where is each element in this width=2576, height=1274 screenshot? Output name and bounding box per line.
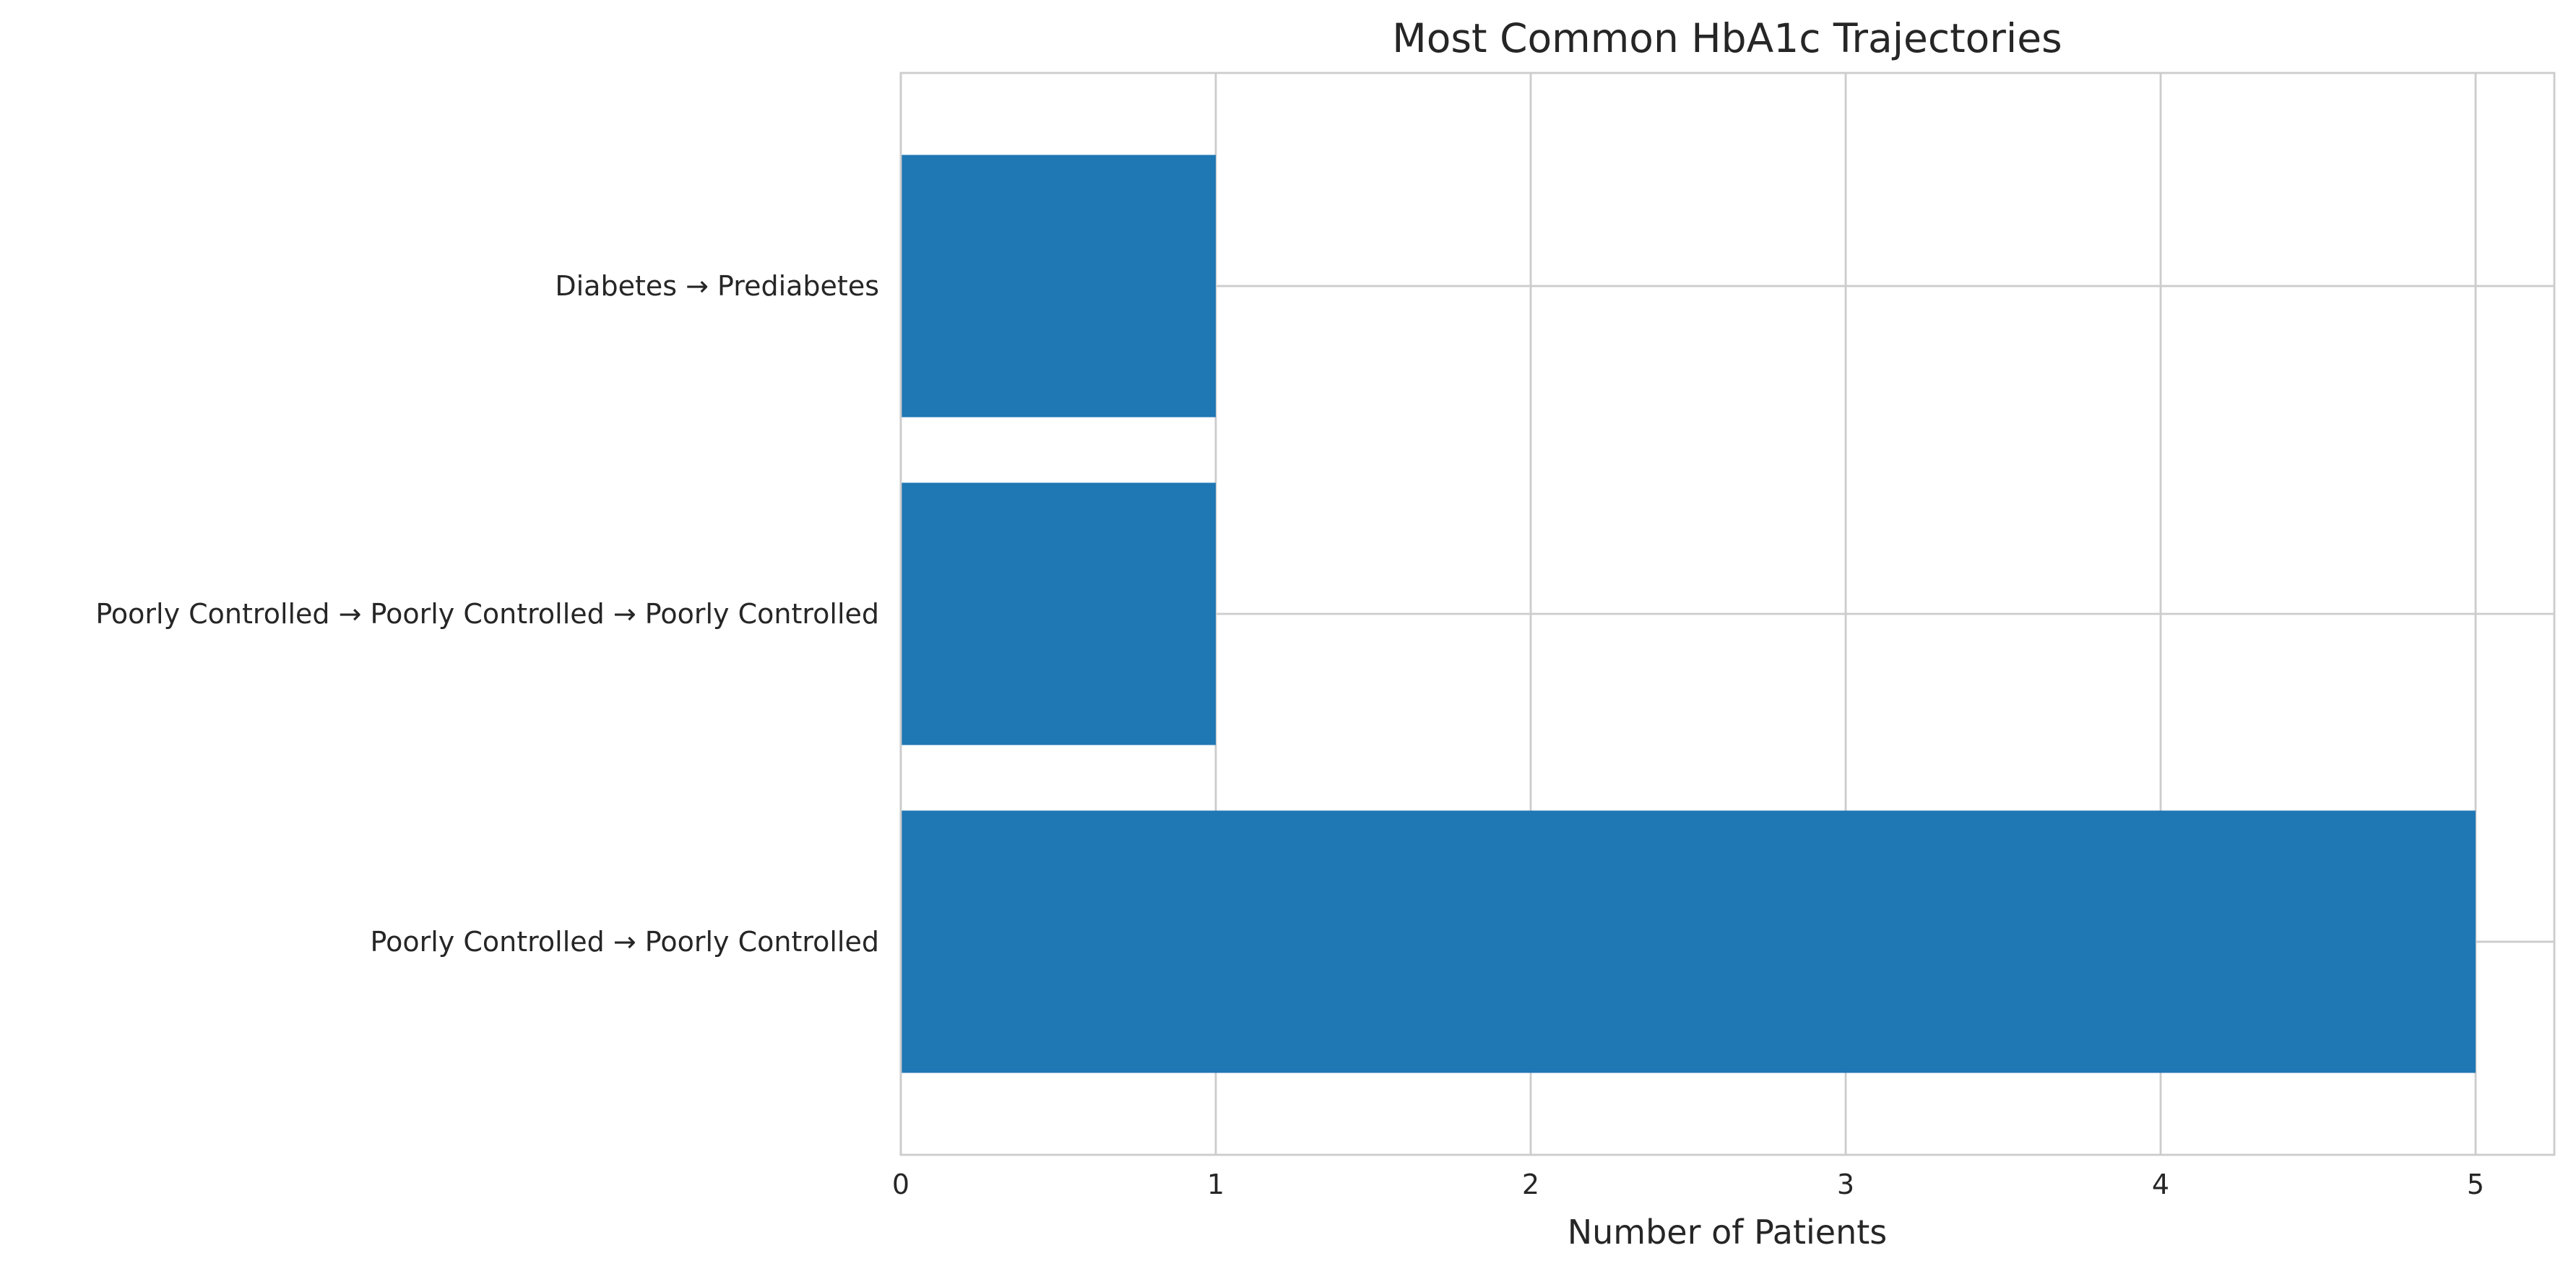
x-tick-label: 1: [1207, 1169, 1224, 1200]
x-tick-label: 4: [2152, 1169, 2169, 1200]
x-axis-ticks: 0 1 2 3 4 5: [892, 1169, 2484, 1200]
bar: [901, 482, 1216, 745]
x-axis-label: Number of Patients: [1568, 1213, 1888, 1252]
x-tick-label: 2: [1522, 1169, 1539, 1200]
x-tick-label: 3: [1837, 1169, 1854, 1200]
y-tick-label: Poorly Controlled → Poorly Controlled → …: [95, 598, 879, 630]
x-tick-label: 0: [892, 1169, 909, 1200]
x-tick-label: 5: [2467, 1169, 2484, 1200]
y-tick-label: Diabetes → Prediabetes: [555, 270, 879, 302]
bars: [901, 155, 2476, 1073]
y-tick-label: Poorly Controlled → Poorly Controlled: [371, 926, 879, 958]
bar: [901, 810, 2476, 1073]
bar: [901, 155, 1216, 417]
y-axis-ticks: Poorly Controlled → Poorly Controlled Poo…: [95, 270, 879, 958]
chart-title: Most Common HbA1c Trajectories: [1392, 15, 2062, 61]
plot-frame: [899, 72, 2556, 1156]
